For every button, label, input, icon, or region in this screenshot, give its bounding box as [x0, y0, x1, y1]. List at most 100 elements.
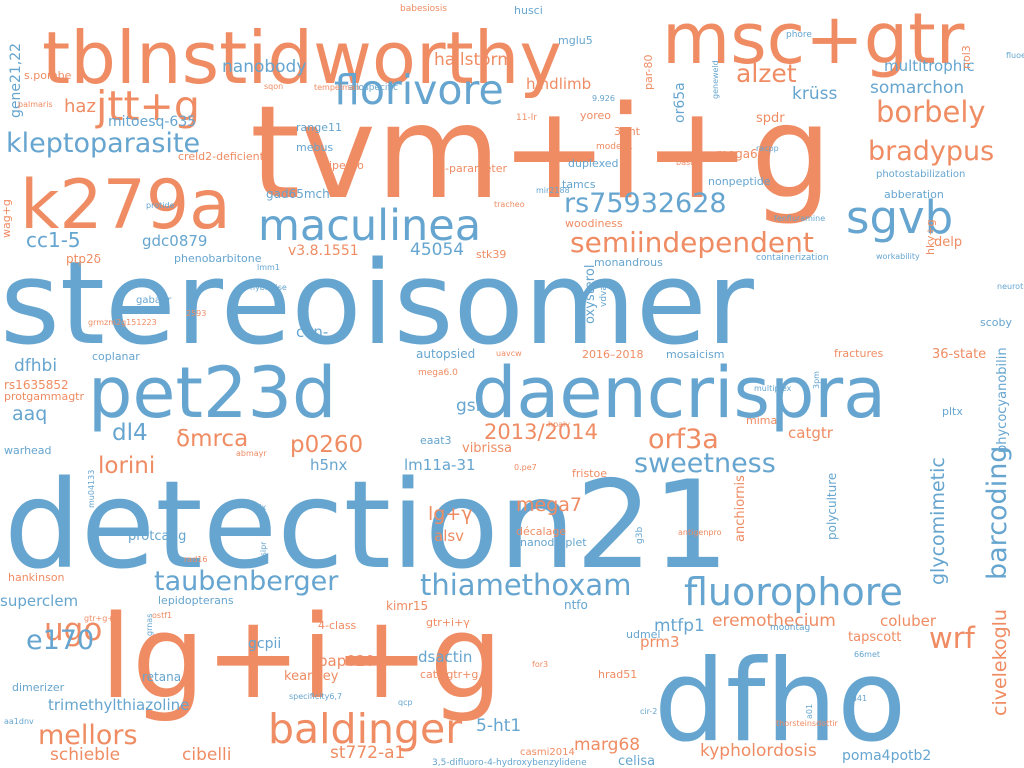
cloud-word: model-1: [596, 142, 633, 152]
cloud-word: krüss: [792, 84, 837, 104]
cloud-word: ptp2δ: [66, 252, 101, 266]
cloud-word: gtr+r: [50, 42, 69, 50]
cloud-word: trimethylthiazoline: [48, 696, 189, 714]
cloud-word: tempelman: [314, 83, 360, 92]
cloud-word: stereoisomer: [0, 237, 755, 371]
cloud-word: abberation: [884, 188, 944, 201]
cloud-word: protide: [146, 201, 175, 210]
cloud-word: civelekoglu: [989, 609, 1011, 716]
cloud-word: mir2188: [536, 186, 570, 195]
cloud-word: rs1635852: [4, 378, 69, 392]
cloud-word: wrf: [929, 621, 976, 655]
cloud-word: cat+gtr+g: [420, 668, 478, 681]
cloud-word: g3b: [635, 527, 645, 544]
cloud-word: prm3: [640, 633, 680, 651]
cloud-word: rs75932628: [564, 188, 727, 219]
cloud-word: 4-class: [318, 619, 357, 632]
cloud-word: moontag: [770, 623, 810, 633]
cloud-word: v3.8.1551: [288, 243, 359, 259]
cloud-word: udmel: [626, 628, 661, 641]
cloud-word: sweetness: [634, 448, 776, 479]
cloud-word: stk39: [476, 248, 506, 261]
cloud-word: baldinger: [268, 705, 462, 753]
cloud-word: lorini: [98, 453, 155, 479]
cloud-word: eaat3: [420, 434, 452, 447]
cloud-word: neurotherapeutic: [997, 282, 1024, 291]
cloud-word: fractures: [834, 347, 884, 360]
cloud-word: eremothecium: [712, 611, 836, 631]
cloud-word: warhead: [4, 444, 52, 457]
cloud-word: cir-2: [640, 707, 657, 716]
cloud-word: kypholordosis: [700, 741, 817, 761]
cloud-word: catgtr: [788, 424, 834, 442]
cloud-word: mitoesq-635: [108, 114, 196, 130]
cloud-word: tblnstidworthy: [42, 16, 562, 100]
cloud-word: nonpeptide: [708, 175, 771, 188]
cloud-word: 0.pe7: [514, 463, 537, 472]
cloud-word: 36-state: [932, 347, 986, 362]
cloud-word: ugo: [44, 612, 102, 648]
cloud-word: thiamethoxam: [420, 568, 631, 602]
cloud-word: qcp: [398, 698, 413, 707]
cloud-word: 66met: [854, 650, 880, 659]
cloud-word: a01: [805, 704, 814, 719]
cloud-word: coluber: [880, 612, 937, 630]
cloud-word: alzet: [736, 59, 797, 88]
cloud-word: range11: [296, 121, 342, 134]
cloud-word: nol3: [960, 45, 973, 69]
cloud-word: schieble: [50, 745, 120, 765]
cloud-word: for3: [532, 660, 548, 669]
cloud-word: aa1dnv: [4, 717, 34, 726]
cloud-word: cibelli: [182, 745, 232, 765]
cloud-word: sqon: [264, 82, 283, 91]
cloud-word: tracheo: [494, 200, 525, 209]
cloud-word: superclem: [0, 592, 78, 610]
cloud-word: oxysterol: [583, 265, 598, 324]
cloud-word: nanobody: [222, 57, 306, 77]
cloud-word: hybridise: [250, 283, 287, 292]
cloud-word: orf3a: [648, 424, 719, 455]
cloud-word: lepidopterans: [158, 594, 234, 607]
cloud-word: crsipr: [259, 541, 268, 564]
cloud-word: thorsteinsdottir: [776, 719, 839, 728]
cloud-word: piperno: [322, 159, 364, 172]
cloud-word: husci: [514, 4, 543, 17]
cloud-word: a41: [852, 694, 867, 703]
cloud-word: daencrispra: [472, 352, 886, 434]
cloud-word: gdc0879: [142, 232, 207, 250]
cloud-word: 3pm: [812, 371, 821, 389]
cloud-word: racpp: [756, 144, 779, 153]
cloud-word: fluorophore: [684, 570, 903, 614]
cloud-word: gsl: [456, 396, 480, 416]
cloud-word: fenfluramine: [774, 214, 825, 223]
cloud-word: 2016–2018: [582, 348, 644, 361]
cloud-word: hailstorm: [434, 50, 514, 70]
cloud-word: phenobarbitone: [174, 252, 262, 265]
cloud-word: wag+g: [0, 199, 13, 238]
cloud-word: jtt+g: [95, 82, 200, 130]
cloud-word: allospecific: [348, 83, 398, 93]
cloud-word: hrad51: [598, 668, 637, 681]
cloud-word: nanodroplet: [520, 536, 587, 549]
cloud-word: babesiosis: [400, 4, 447, 14]
cloud-word: gene21,22: [8, 43, 24, 118]
cloud-word: 3-parameter: [438, 162, 508, 175]
cloud-word: multiplex: [754, 384, 792, 393]
cloud-word: fluoem: [1006, 51, 1024, 60]
cloud-word: hky+g: [924, 219, 937, 255]
cloud-word: spdr: [756, 111, 785, 126]
cloud-word: fristoe: [572, 467, 607, 480]
cloud-word: phore: [786, 30, 812, 40]
cloud-word: gababr: [136, 295, 172, 306]
cloud-word: phycocyanobilin: [995, 347, 1010, 453]
cloud-word: s.pombe: [24, 69, 72, 82]
cloud-word: gcpii: [248, 636, 281, 652]
cloud-word: retana: [142, 670, 181, 684]
cloud-word: protcatlg: [128, 529, 186, 544]
cloud-word: décalage: [516, 525, 566, 538]
cloud-word: tapscott: [848, 630, 901, 645]
cloud-word: 45054: [410, 240, 464, 260]
cloud-word: mu04133: [87, 470, 96, 508]
cloud-word: 2013/2014: [484, 420, 598, 444]
cloud-word: tamcs: [562, 178, 596, 191]
